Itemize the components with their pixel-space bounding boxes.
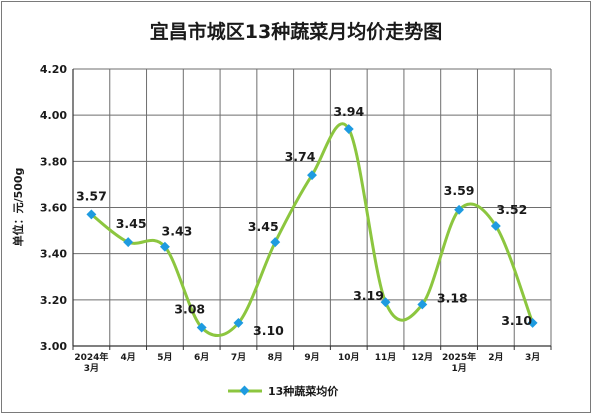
data-label: 3.94 — [333, 104, 364, 119]
x-tick-label: 1月 — [451, 363, 466, 374]
x-tick-label: 3月 — [84, 363, 99, 374]
y-tick-label: 3.40 — [40, 248, 67, 261]
x-tick-label: 6月 — [194, 352, 209, 363]
data-point-marker — [159, 241, 170, 252]
data-label: 3.74 — [285, 149, 316, 164]
y-axis-label: 单位：元/500g — [11, 168, 25, 247]
data-label: 3.10 — [253, 323, 284, 338]
data-point-marker — [454, 204, 465, 215]
data-point-marker — [307, 170, 317, 181]
data-point-marker — [233, 317, 244, 328]
chart-title: 宜昌市城区13种蔬菜月均价走势图 — [150, 20, 442, 43]
data-label: 3.43 — [162, 224, 193, 239]
data-point-marker — [86, 209, 97, 220]
legend-marker-swatch — [239, 385, 250, 396]
data-point-marker — [417, 299, 428, 310]
x-tick-label: 8月 — [268, 352, 283, 363]
x-tick-label: 2月 — [488, 352, 503, 363]
data-label: 3.45 — [116, 216, 147, 231]
data-label: 3.19 — [353, 288, 384, 303]
x-tick-label: 2024年 — [74, 351, 108, 363]
data-point-marker — [380, 297, 391, 308]
y-tick-label: 3.00 — [40, 340, 67, 353]
x-tick-label: 5月 — [157, 352, 172, 363]
series-markers — [86, 124, 538, 333]
data-point-marker — [490, 221, 501, 231]
legend: 13种蔬菜均价 — [228, 384, 339, 398]
data-point-marker — [270, 237, 281, 248]
data-label: 3.10 — [501, 313, 532, 328]
x-tick-label: 9月 — [304, 352, 319, 363]
x-tick-label: 7月 — [231, 352, 246, 363]
data-labels: 3.57 3.45 3.43 3.08 3.10 3.45 3.74 3.94 3.19 3.18… — [76, 104, 532, 338]
x-tick-label: 10月 — [338, 352, 360, 363]
data-point-marker — [196, 322, 207, 333]
y-tick-label: 3.80 — [40, 155, 67, 168]
axes — [72, 69, 552, 350]
x-tick-label: 12月 — [412, 352, 434, 363]
y-tick-label: 4.00 — [40, 109, 67, 122]
data-label: 3.52 — [496, 202, 527, 217]
x-tick-label: 4月 — [121, 352, 136, 363]
data-label: 3.08 — [174, 302, 205, 317]
data-label: 3.59 — [444, 183, 475, 198]
data-label: 3.45 — [248, 219, 279, 234]
y-tick-label: 3.20 — [40, 294, 67, 307]
y-tick-label: 3.60 — [40, 202, 67, 215]
y-tick-labels: 3.00 3.20 3.40 3.60 3.80 4.00 4.20 — [40, 63, 67, 353]
data-label: 3.57 — [76, 188, 107, 203]
x-tick-label: 3月 — [525, 352, 540, 363]
y-tick-label: 4.20 — [40, 63, 67, 76]
data-label: 3.18 — [437, 290, 468, 305]
x-tick-label: 11月 — [375, 352, 397, 363]
legend-label: 13种蔬菜均价 — [268, 384, 339, 398]
x-tick-label: 2025年 — [442, 351, 476, 363]
data-point-marker — [527, 317, 538, 328]
